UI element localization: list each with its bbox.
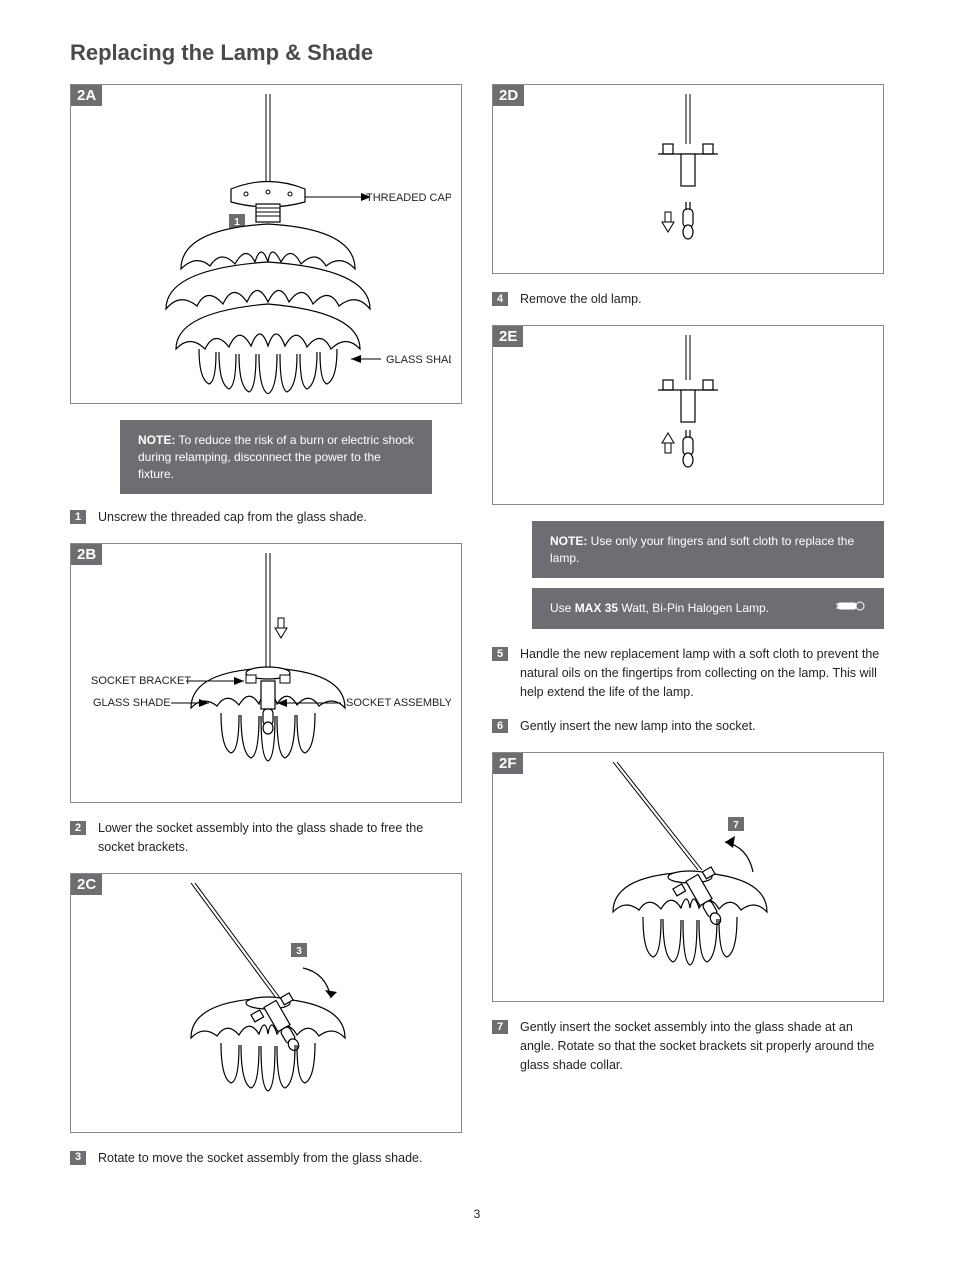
step-1-num: 1 xyxy=(70,510,86,524)
diagram-2d xyxy=(503,94,873,264)
step-6-text: Gently insert the new lamp into the sock… xyxy=(520,717,756,736)
diagram-2f: 7 xyxy=(503,762,873,992)
figure-2f-label: 2F xyxy=(493,753,523,774)
step-2-num: 2 xyxy=(70,821,86,835)
step-3-text: Rotate to move the socket assembly from … xyxy=(98,1149,422,1168)
step-7-num: 7 xyxy=(492,1020,508,1034)
step-7-text: Gently insert the socket assembly into t… xyxy=(520,1018,884,1074)
svg-text:SOCKET BRACKET: SOCKET BRACKET xyxy=(91,675,191,687)
right-column: 2D xyxy=(492,84,884,1183)
figure-2c-label: 2C xyxy=(71,874,102,895)
left-column: 2A 1 xyxy=(70,84,462,1183)
figure-2d: 2D xyxy=(492,84,884,274)
svg-text:3: 3 xyxy=(296,946,302,957)
note-burn: NOTE: To reduce the risk of a burn or el… xyxy=(120,420,432,494)
step-5: 5 Handle the new replacement lamp with a… xyxy=(492,645,884,701)
step-1: 1 Unscrew the threaded cap from the glas… xyxy=(70,508,462,527)
step-4-num: 4 xyxy=(492,292,508,306)
note-fingers: NOTE: Use only your fingers and soft clo… xyxy=(532,521,884,579)
figure-2f: 2F xyxy=(492,752,884,1002)
svg-text:SOCKET ASSEMBLY: SOCKET ASSEMBLY xyxy=(346,697,451,709)
step-2: 2 Lower the socket assembly into the gla… xyxy=(70,819,462,857)
svg-text:GLASS SHADE: GLASS SHADE xyxy=(386,354,451,366)
svg-text:THREADED CAP: THREADED CAP xyxy=(366,192,451,204)
step-2-text: Lower the socket assembly into the glass… xyxy=(98,819,462,857)
step-7: 7 Gently insert the socket assembly into… xyxy=(492,1018,884,1074)
svg-text:7: 7 xyxy=(733,820,739,831)
step-6: 6 Gently insert the new lamp into the so… xyxy=(492,717,884,736)
figure-2c: 2C xyxy=(70,873,462,1133)
content-columns: 2A 1 xyxy=(70,84,884,1183)
diagram-2a: 1 xyxy=(81,94,451,394)
diagram-2e xyxy=(503,335,873,495)
svg-text:GLASS SHADE: GLASS SHADE xyxy=(93,697,171,709)
note-max35: Use MAX 35 Watt, Bi-Pin Halogen Lamp. xyxy=(532,588,884,629)
diagram-2b: SOCKET BRACKET GLASS SHADE SOCKET ASSEMB… xyxy=(81,553,451,793)
step-4-text: Remove the old lamp. xyxy=(520,290,642,309)
svg-text:1: 1 xyxy=(234,217,240,228)
step-5-num: 5 xyxy=(492,647,508,661)
lamp-icon xyxy=(836,600,866,617)
figure-2a-label: 2A xyxy=(71,85,102,106)
figure-2b-label: 2B xyxy=(71,544,102,565)
diagram-2c: 3 xyxy=(81,883,451,1123)
figure-2e-label: 2E xyxy=(493,326,523,347)
step-3: 3 Rotate to move the socket assembly fro… xyxy=(70,1149,462,1168)
step-6-num: 6 xyxy=(492,719,508,733)
figure-2e: 2E xyxy=(492,325,884,505)
page-title: Replacing the Lamp & Shade xyxy=(70,40,884,66)
figure-2a: 2A 1 xyxy=(70,84,462,404)
page-number: 3 xyxy=(70,1207,884,1221)
step-1-text: Unscrew the threaded cap from the glass … xyxy=(98,508,367,527)
figure-2d-label: 2D xyxy=(493,85,524,106)
step-3-num: 3 xyxy=(70,1151,86,1165)
step-5-text: Handle the new replacement lamp with a s… xyxy=(520,645,884,701)
step-4: 4 Remove the old lamp. xyxy=(492,290,884,309)
figure-2b: 2B xyxy=(70,543,462,803)
